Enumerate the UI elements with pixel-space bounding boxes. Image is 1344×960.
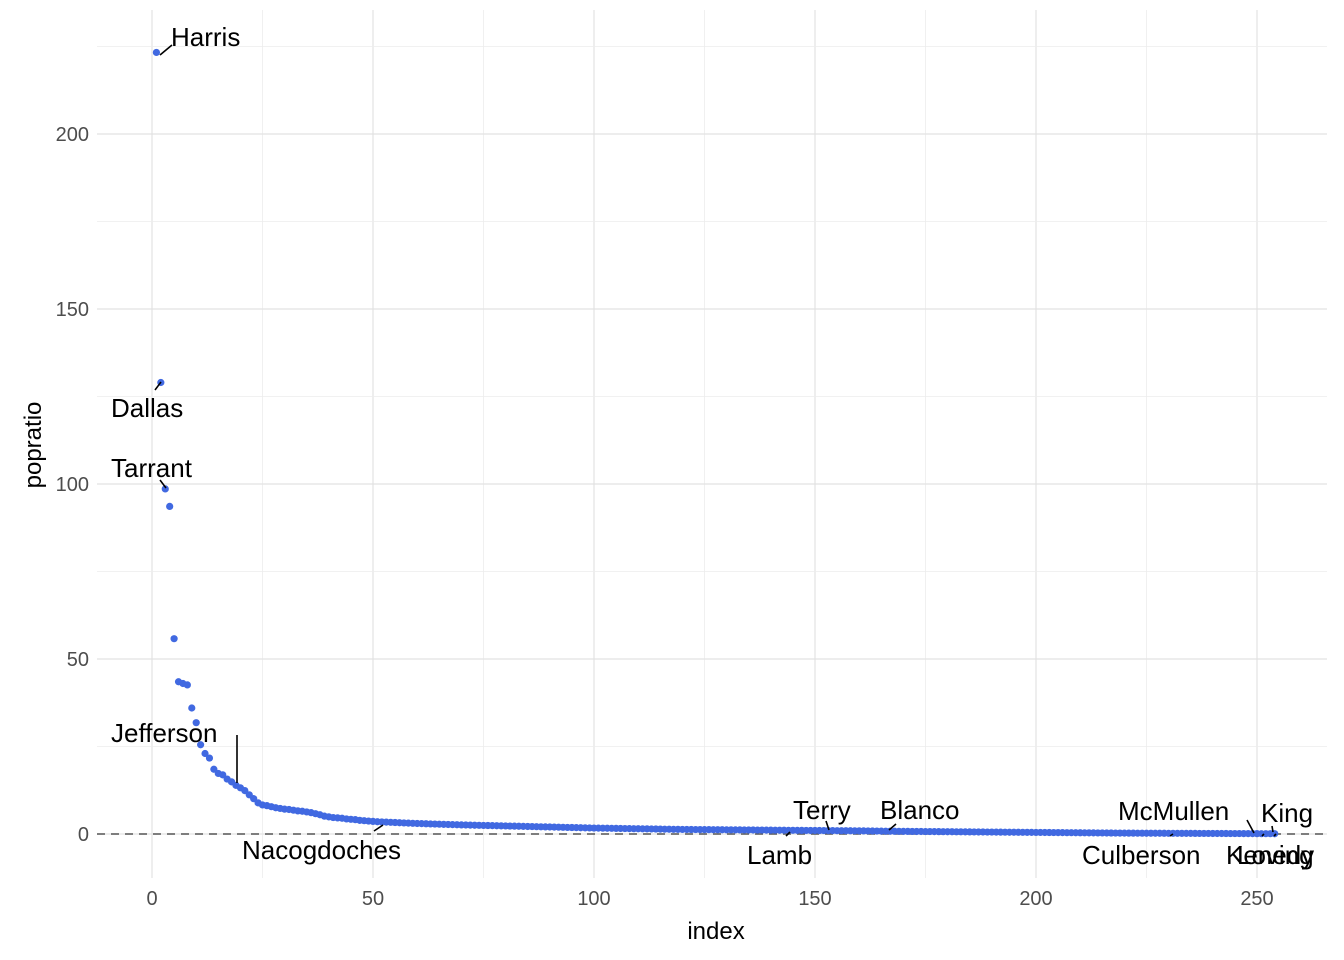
data-point <box>192 719 200 727</box>
y-tick-label: 0 <box>78 824 89 846</box>
x-tick-label: 100 <box>577 888 610 910</box>
annotation-label: Tarrant <box>111 453 193 483</box>
data-point <box>166 502 174 510</box>
y-axis-title: popratio <box>20 402 47 489</box>
data-point <box>197 741 205 749</box>
annotation-label: Kenedy <box>1226 840 1314 870</box>
data-point <box>161 485 169 493</box>
y-tick-label: 50 <box>67 649 89 671</box>
annotation-segment <box>1273 833 1277 837</box>
x-tick-label: 150 <box>798 888 831 910</box>
x-tick-label: 50 <box>362 888 384 910</box>
annotation-label: Loving <box>1237 840 1314 870</box>
annotation-segment <box>1271 825 1274 833</box>
annotation-segment <box>159 44 173 56</box>
data-point <box>188 704 196 712</box>
y-tick-label: 100 <box>56 474 89 496</box>
grid-lines <box>97 10 1327 878</box>
x-axis-title: index <box>687 918 744 945</box>
annotation-segments <box>154 44 1277 837</box>
annotation-segment <box>888 823 897 831</box>
annotation-label: McMullen <box>1118 796 1229 826</box>
annotation-label: Jefferson <box>111 718 217 748</box>
annotation-labels: Harris Dallas Tarrant Jefferson Nacogdoches L… <box>111 22 1314 870</box>
annotation-segment <box>159 479 167 489</box>
annotation-label: Blanco <box>880 795 960 825</box>
annotation-label: Culberson <box>1082 840 1201 870</box>
tick-labels: 0 50 100 150 200 250 0 50 100 150 200 <box>56 124 1274 910</box>
annotation-label: Lamb <box>747 840 812 870</box>
x-tick-label: 200 <box>1019 888 1052 910</box>
data-point <box>201 749 209 758</box>
annotation-segment <box>154 381 162 391</box>
y-tick-label: 150 <box>56 299 89 321</box>
annotation-segment <box>1169 833 1174 837</box>
annotation-label: Dallas <box>111 393 183 423</box>
data-point <box>152 48 161 57</box>
data-point <box>205 754 214 762</box>
annotation-segment <box>1261 833 1265 837</box>
annotation-label: Terry <box>793 795 851 825</box>
data-points <box>152 48 1279 838</box>
annotation-segment <box>373 824 384 832</box>
x-tick-label: 250 <box>1240 888 1273 910</box>
annotation-segment <box>785 831 791 837</box>
annotation-segment <box>825 820 830 831</box>
y-tick-label: 200 <box>56 124 89 146</box>
x-tick-label: 0 <box>146 888 157 910</box>
annotation-label: King <box>1261 798 1313 828</box>
annotation-label: Nacogdoches <box>242 835 401 865</box>
annotation-label: Harris <box>171 22 240 52</box>
data-point <box>170 635 178 643</box>
data-point <box>183 681 191 689</box>
annotation-segment <box>1246 819 1255 834</box>
